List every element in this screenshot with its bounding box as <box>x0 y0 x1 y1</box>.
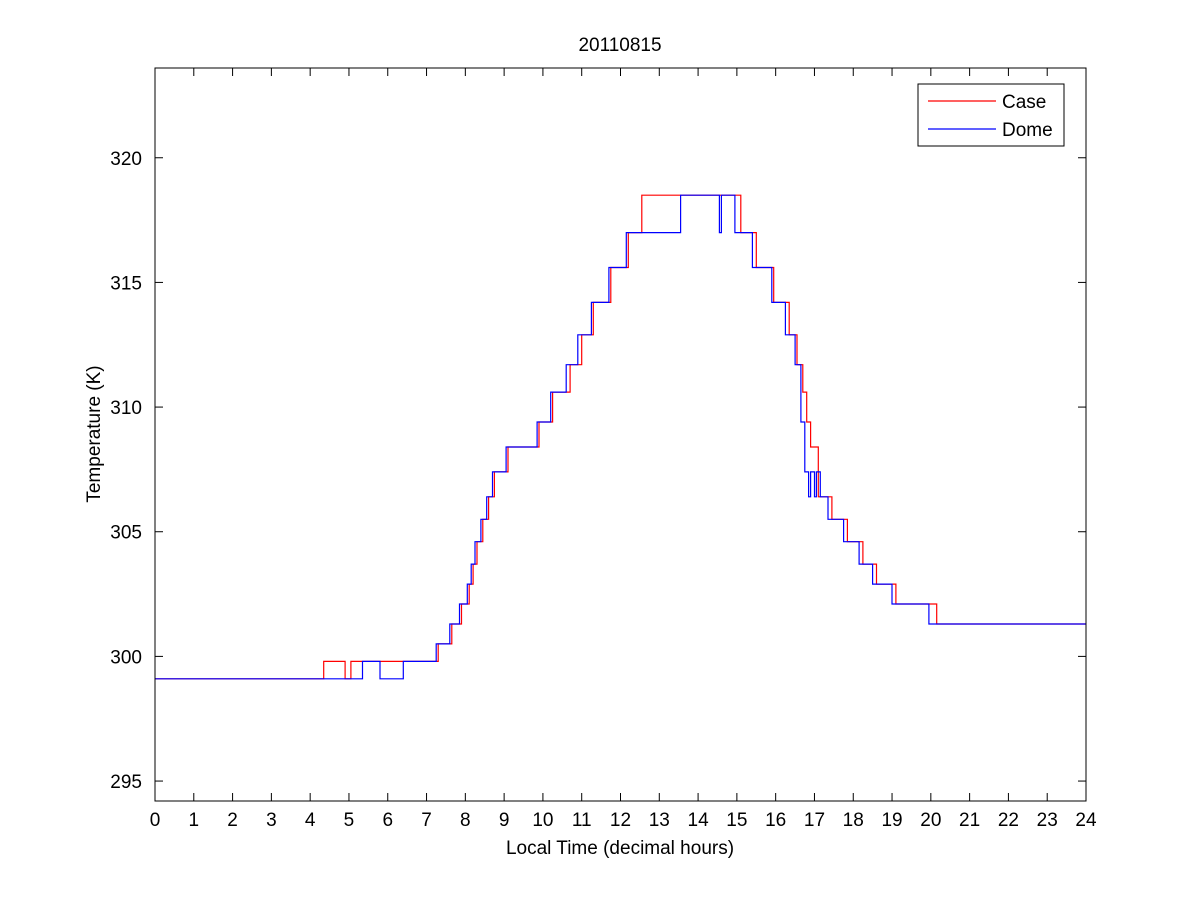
y-tick-label: 295 <box>110 772 142 793</box>
legend-label-dome: Dome <box>1002 120 1053 141</box>
x-tick-label: 10 <box>532 810 553 831</box>
y-tick-label: 310 <box>110 398 142 419</box>
x-tick-label: 17 <box>804 810 825 831</box>
x-tick-label: 3 <box>266 810 277 831</box>
x-tick-label: 13 <box>649 810 670 831</box>
legend: Case Dome <box>917 83 1065 147</box>
x-tick-label: 19 <box>881 810 902 831</box>
x-tick-label: 15 <box>726 810 747 831</box>
x-tick-label: 2 <box>227 810 238 831</box>
x-tick-label: 11 <box>572 810 592 831</box>
legend-label-case: Case <box>1002 92 1046 113</box>
chart-title: 20110815 <box>578 35 661 56</box>
x-axis-ticks: 0 1 2 3 4 5 6 7 8 9 10 11 12 13 14 15 16 17 18 19 20 21 22 23 24 <box>150 68 1097 831</box>
series-line-dome <box>155 194 1086 680</box>
x-tick-label: 16 <box>765 810 786 831</box>
plot-background <box>155 68 1086 801</box>
x-axis-label: Local Time (decimal hours) <box>506 838 734 859</box>
x-tick-label: 4 <box>305 810 316 831</box>
x-tick-label: 24 <box>1075 810 1097 831</box>
x-tick-label: 14 <box>688 810 710 831</box>
plot-area: 0 1 2 3 4 5 6 7 8 9 10 11 12 13 14 15 16 17 18 19 20 21 22 23 24… <box>110 67 1097 831</box>
x-tick-label: 18 <box>843 810 864 831</box>
x-tick-label: 5 <box>344 810 355 831</box>
legend-box <box>917 83 1065 147</box>
x-tick-label: 8 <box>460 810 471 831</box>
y-axis-ticks: 295 300 305 310 315 320 <box>110 149 1086 793</box>
x-tick-label: 1 <box>189 810 200 831</box>
x-tick-label: 21 <box>959 810 980 831</box>
y-tick-label: 320 <box>110 149 142 170</box>
x-tick-label: 22 <box>998 810 1019 831</box>
y-tick-label: 300 <box>110 647 142 668</box>
x-tick-label: 23 <box>1037 810 1058 831</box>
x-tick-label: 12 <box>610 810 631 831</box>
series-layer <box>155 194 1086 680</box>
y-tick-label: 305 <box>110 523 142 544</box>
x-tick-label: 20 <box>920 810 941 831</box>
x-tick-label: 6 <box>382 810 393 831</box>
x-tick-label: 0 <box>150 810 161 831</box>
y-tick-label: 315 <box>110 273 142 294</box>
y-axis-label: Temperature (K) <box>84 365 105 502</box>
x-tick-label: 7 <box>421 810 432 831</box>
x-tick-label: 9 <box>499 810 510 831</box>
